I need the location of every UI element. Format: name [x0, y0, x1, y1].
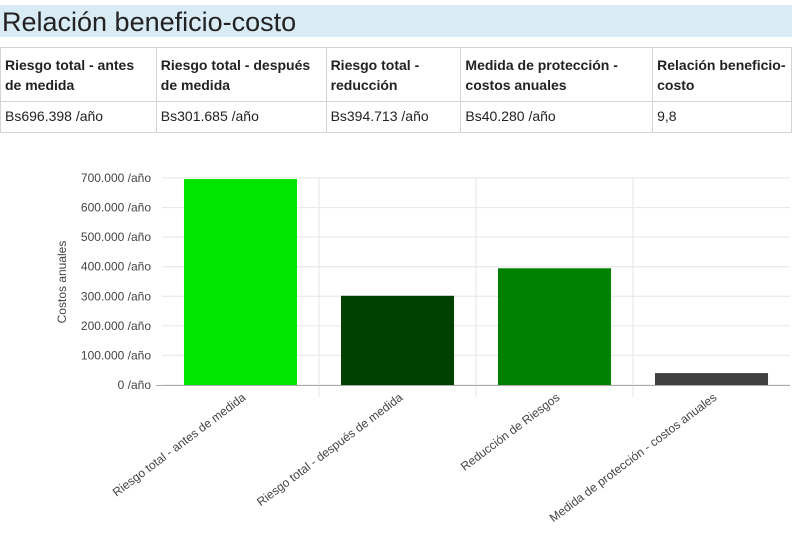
column-header: Relación beneficio-costo: [652, 47, 792, 102]
table-cell: Bs40.280 /año: [460, 101, 654, 133]
table-cell: Bs301.685 /año: [155, 101, 327, 133]
bar: [497, 268, 612, 385]
bar-chart-svg: 0 /año 100.000 /año 200.000 /año 300.000 /a…: [55, 171, 790, 525]
column-header: Medida de protección - costos anuales: [460, 47, 654, 102]
table-row: Bs696.398 /año Bs301.685 /año Bs394.713 …: [0, 101, 792, 133]
table-cell: 9,8: [652, 101, 792, 133]
column-header: Riesgo total - antes de medida: [0, 47, 157, 102]
x-tick-label: Riesgo total - después de medida: [254, 390, 405, 509]
bar: [340, 295, 455, 385]
y-tick-label: 400.000 /año: [81, 260, 151, 274]
y-axis-label: Costos anuales: [55, 241, 69, 324]
y-tick-label: 300.000 /año: [81, 289, 151, 303]
y-tick-label: 600.000 /año: [81, 201, 151, 215]
x-tick-label: Medida de protección - costos anuales: [547, 390, 720, 525]
y-tick-label: 0 /año: [118, 378, 152, 392]
y-tick-label: 100.000 /año: [81, 348, 151, 362]
column-header: Riesgo total - después de medida: [155, 47, 327, 102]
y-tick-label: 500.000 /año: [81, 230, 151, 244]
y-tick-label: 700.000 /año: [81, 171, 151, 185]
x-tick-label: Riesgo total - antes de medida: [110, 390, 249, 499]
column-header: Riesgo total - reducción: [325, 47, 462, 102]
summary-table: Riesgo total - antes de medida Riesgo to…: [0, 47, 792, 133]
bar: [183, 179, 298, 385]
bar-chart: 0 /año 100.000 /año 200.000 /año 300.000 /a…: [0, 160, 796, 537]
table-header-row: Riesgo total - antes de medida Riesgo to…: [0, 47, 792, 102]
bar-layer: [183, 179, 769, 385]
page-title: Relación beneficio-costo: [2, 7, 297, 37]
table-cell: Bs696.398 /año: [0, 101, 157, 133]
title-bar: Relación beneficio-costo: [0, 5, 792, 37]
table-cell: Bs394.713 /año: [325, 101, 462, 133]
bar: [654, 373, 769, 385]
y-tick-label: 200.000 /año: [81, 319, 151, 333]
x-tick-label: Reducción de Riesgos: [458, 390, 562, 473]
